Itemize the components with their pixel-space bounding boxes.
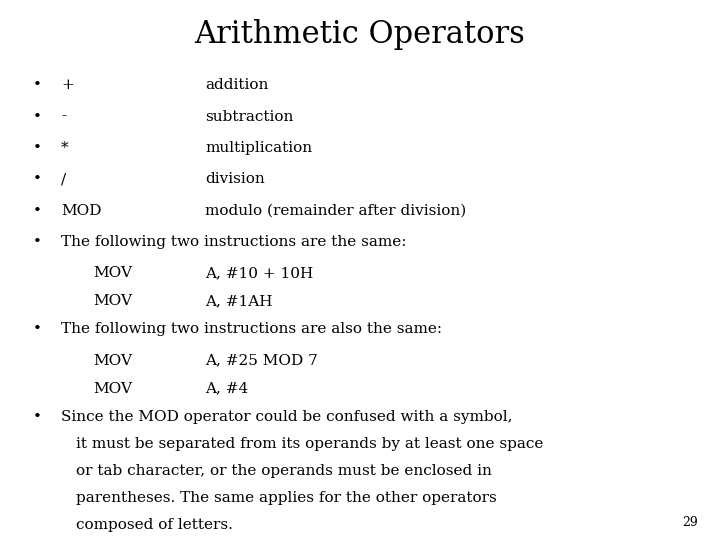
Text: •: • <box>32 78 41 92</box>
Text: modulo (remainder after division): modulo (remainder after division) <box>205 204 467 218</box>
Text: composed of letters.: composed of letters. <box>76 518 233 532</box>
Text: addition: addition <box>205 78 269 92</box>
Text: MOD: MOD <box>61 204 102 218</box>
Text: -: - <box>61 110 66 124</box>
Text: •: • <box>32 141 41 155</box>
Text: A, #4: A, #4 <box>205 382 248 396</box>
Text: •: • <box>32 110 41 124</box>
Text: +: + <box>61 78 74 92</box>
Text: A, #25 MOD 7: A, #25 MOD 7 <box>205 354 318 368</box>
Text: The following two instructions are the same:: The following two instructions are the s… <box>61 235 407 249</box>
Text: multiplication: multiplication <box>205 141 312 155</box>
Text: •: • <box>32 204 41 218</box>
Text: •: • <box>32 172 41 186</box>
Text: •: • <box>32 235 41 249</box>
Text: MOV: MOV <box>94 382 132 396</box>
Text: 29: 29 <box>683 516 698 529</box>
Text: *: * <box>61 141 69 155</box>
Text: The following two instructions are also the same:: The following two instructions are also … <box>61 322 442 336</box>
Text: division: division <box>205 172 265 186</box>
Text: A, #1AH: A, #1AH <box>205 294 273 308</box>
Text: parentheses. The same applies for the other operators: parentheses. The same applies for the ot… <box>76 491 496 505</box>
Text: MOV: MOV <box>94 266 132 280</box>
Text: it must be separated from its operands by at least one space: it must be separated from its operands b… <box>76 437 543 451</box>
Text: •: • <box>32 322 41 336</box>
Text: A, #10 + 10H: A, #10 + 10H <box>205 266 313 280</box>
Text: Arithmetic Operators: Arithmetic Operators <box>194 19 526 50</box>
Text: or tab character, or the operands must be enclosed in: or tab character, or the operands must b… <box>76 464 492 478</box>
Text: •: • <box>32 410 41 424</box>
Text: Since the MOD operator could be confused with a symbol,: Since the MOD operator could be confused… <box>61 410 513 424</box>
Text: /: / <box>61 172 66 186</box>
Text: subtraction: subtraction <box>205 110 294 124</box>
Text: MOV: MOV <box>94 294 132 308</box>
Text: MOV: MOV <box>94 354 132 368</box>
